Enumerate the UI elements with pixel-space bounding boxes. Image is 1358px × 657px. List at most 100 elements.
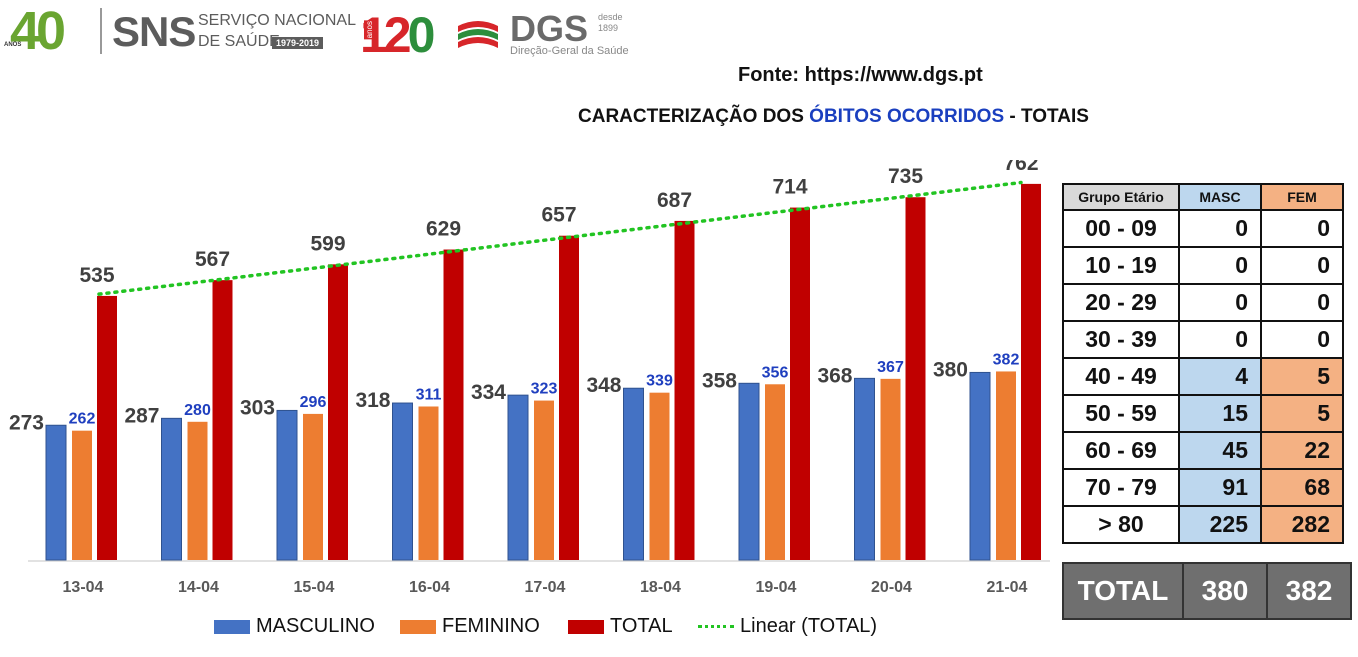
bar-total [674,220,695,560]
table-row: 50 - 59 15 5 [1062,394,1344,433]
table-row: 10 - 19 0 0 [1062,246,1344,285]
bar-total [97,295,117,560]
masc-count-cell: 225 [1178,505,1262,544]
bar-total [559,235,579,560]
header-grupo-etario: Grupo Etário [1062,183,1180,211]
label-total: 599 [310,232,345,255]
age-group-cell: 50 - 59 [1062,394,1180,433]
legend-label-total: TOTAL [610,615,673,637]
label-total: 735 [888,165,923,188]
title-part2: - TOTAIS [1004,106,1089,127]
masc-count-cell: 45 [1178,431,1262,470]
age-group-cell: 00 - 09 [1062,209,1180,248]
age-group-cell: 60 - 69 [1062,431,1180,470]
table-row: 70 - 79 91 68 [1062,468,1344,507]
legend-label-masculino: MASCULINO [256,615,375,637]
fem-count-cell: 5 [1260,357,1344,396]
total-masc: 380 [1182,562,1268,620]
dgs-desde-year: 1899 [598,23,619,33]
dgs120-zero: 0 [407,7,436,63]
logos-header: 40 ANOS SNS SERVIÇO NACIONAL DE SAÚDE 19… [0,0,640,63]
masc-count-cell: 0 [1178,209,1262,248]
label-masculino: 273 [9,411,44,434]
masc-count-cell: 0 [1178,320,1262,359]
bar-masculino [969,371,991,561]
legend-label-feminino: FEMININO [442,615,540,637]
total-fem: 382 [1266,562,1352,620]
age-table-body: 00 - 09 0 0 10 - 19 0 0 20 - 29 0 0 30 - 39 0 0 40 -… [1062,209,1344,544]
sns40-number: 40 [10,1,66,61]
fem-count-cell: 0 [1260,283,1344,322]
masc-count-cell: 91 [1178,468,1262,507]
age-group-table: Grupo Etário MASC FEM 00 - 09 0 0 10 - 19 0 0… [1062,183,1344,544]
category-tick-label: 13-04 [63,579,104,596]
label-total: 762 [1003,160,1038,175]
category-tick-label: 19-04 [756,579,797,596]
bar-masculino [738,382,760,561]
sns40-anos-label: ANOS [4,42,22,48]
age-group-cell: 70 - 79 [1062,468,1180,507]
source-line: Fonte: https://www.dgs.pt [738,64,983,86]
label-total: 535 [79,264,114,287]
label-masculino: 380 [933,358,968,381]
dgs-logo-text: DGS [510,8,589,49]
bar-feminino [534,400,554,560]
table-row: 40 - 49 4 5 [1062,357,1344,396]
bar-total [443,249,464,560]
category-tick-label: 15-04 [294,579,335,596]
bar-total [1021,183,1041,560]
category-tick-label: 20-04 [871,579,912,596]
dgs-logo-subtitle: Direção-Geral da Saúde [510,45,629,57]
label-feminino: 356 [762,364,789,381]
bar-feminino [765,384,785,560]
age-group-cell: 10 - 19 [1062,246,1180,285]
bar-masculino [854,377,875,561]
fem-count-cell: 282 [1260,505,1344,544]
age-group-cell: 20 - 29 [1062,283,1180,322]
label-total: 687 [657,189,692,212]
bar-masculino [623,387,644,561]
label-masculino: 318 [355,389,390,412]
page-title: CARACTERIZAÇÃO DOS ÓBITOS OCORRIDOS - TO… [578,106,1089,128]
bar-masculino [507,394,529,561]
label-total: 567 [195,248,230,271]
legend-swatch-feminino [400,620,436,634]
bar-feminino [880,378,901,560]
masc-count-cell: 15 [1178,394,1262,433]
dgs120-anos-label: anos [364,20,375,40]
bar-feminino [303,413,323,560]
title-part1: CARACTERIZAÇÃO DOS [578,106,810,127]
bar-total [212,280,233,560]
fem-count-cell: 22 [1260,431,1344,470]
label-masculino: 348 [586,374,621,397]
trendline-linear-total [97,180,1023,296]
bar-masculino [45,424,67,561]
bar-feminino [418,406,439,560]
label-total: 714 [772,176,807,199]
masc-count-cell: 4 [1178,357,1262,396]
bar-total [790,207,810,561]
bar-total [328,264,348,560]
label-total: 629 [426,218,461,241]
bar-total [905,197,926,560]
category-tick-label: 17-04 [525,579,566,596]
table-row: 00 - 09 0 0 [1062,209,1344,248]
label-feminino: 311 [416,386,442,403]
table-row: > 80 225 282 [1062,505,1344,544]
label-total: 657 [541,204,576,227]
label-feminino: 367 [877,359,904,376]
deaths-bar-chart: 273 262 535 13-04 287 280 567 14-04 303 296 599 15-… [9,160,1050,596]
bar-feminino [72,430,92,560]
age-group-cell: 40 - 49 [1062,357,1180,396]
header-fem: FEM [1260,183,1344,211]
sns-logo-line1: SERVIÇO NACIONAL [198,12,356,29]
dgs-emblem-icon [458,21,498,48]
bar-masculino [392,402,413,561]
title-highlight: ÓBITOS OCORRIDOS [809,106,1005,127]
dgs-desde: desde 1899 [598,12,623,34]
label-masculino: 358 [702,369,737,392]
legend-swatch-total [568,620,604,634]
dgs-desde-label: desde [598,12,623,22]
bar-feminino [649,392,670,560]
label-masculino: 287 [124,404,159,427]
